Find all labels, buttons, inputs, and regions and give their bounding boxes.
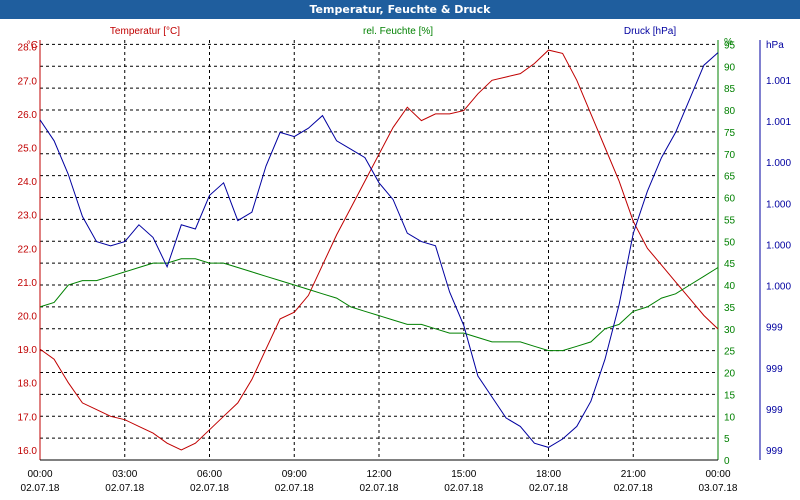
window-title: Temperatur, Feuchte & Druck <box>0 0 800 19</box>
temperature-tick-label: 20.0 <box>18 312 38 323</box>
humidity-tick-label: 70 <box>724 150 736 161</box>
series-line-humidity <box>39 258 719 352</box>
humidity-tick-label: 85 <box>724 84 736 95</box>
humidity-tick-label: 75 <box>724 128 736 139</box>
humidity-tick-label: 30 <box>724 325 736 336</box>
humidity-tick-label: 90 <box>724 62 736 73</box>
x-tick-date-label: 02.07.18 <box>105 483 144 494</box>
temperature-tick-label: 24.0 <box>18 177 38 188</box>
humidity-tick-label: 40 <box>724 281 736 292</box>
x-tick-date-label: 02.07.18 <box>275 483 314 494</box>
humidity-tick-label: 5 <box>724 434 730 445</box>
temperature-tick-label: 28.0 <box>18 43 38 54</box>
series-line-temperature <box>39 49 719 451</box>
temperature-tick-label: 18.0 <box>18 379 38 390</box>
temperature-tick-label: 23.0 <box>18 211 38 222</box>
humidity-tick-label: 65 <box>724 172 736 183</box>
temperature-tick-label: 16.0 <box>18 446 38 457</box>
x-tick-time-label: 00:00 <box>27 469 52 480</box>
x-tick-date-label: 02.07.18 <box>190 483 229 494</box>
humidity-tick-label: 0 <box>724 456 730 467</box>
x-tick-date-label: 02.07.18 <box>444 483 483 494</box>
pressure-tick-label: 999 <box>766 364 783 375</box>
series-line-pressure <box>39 52 719 448</box>
pressure-tick-label: 1.000 <box>766 158 791 169</box>
x-tick-time-label: 00:00 <box>705 469 730 480</box>
x-tick-time-label: 12:00 <box>366 469 391 480</box>
humidity-tick-label: 35 <box>724 303 736 314</box>
x-tick-date-label: 03.07.18 <box>699 483 738 494</box>
x-tick-time-label: 06:00 <box>197 469 222 480</box>
humidity-tick-label: 20 <box>724 369 736 380</box>
pressure-tick-label: 1.001 <box>766 76 791 87</box>
pressure-tick-label: 1.001 <box>766 117 791 128</box>
humidity-axis-title: rel. Feuchte [%] <box>363 26 433 37</box>
grid <box>39 40 719 460</box>
temperature-tick-label: 22.0 <box>18 244 38 255</box>
pressure-tick-label: 1.000 <box>766 199 791 210</box>
temperature-axis-title: Temperatur [°C] <box>110 26 180 37</box>
temperature-tick-label: 19.0 <box>18 345 38 356</box>
pressure-tick-label: hPa <box>766 40 784 51</box>
temperature-tick-label: 26.0 <box>18 110 38 121</box>
pressure-tick-label: 999 <box>766 405 783 416</box>
pressure-tick-label: 1.000 <box>766 282 791 293</box>
temperature-tick-label: 27.0 <box>18 76 38 87</box>
humidity-tick-label: 60 <box>724 194 736 205</box>
humidity-tick-label: 45 <box>724 259 736 270</box>
pressure-tick-label: 999 <box>766 446 783 457</box>
pressure-tick-label: 999 <box>766 323 783 334</box>
humidity-tick-label: 50 <box>724 237 736 248</box>
x-tick-date-label: 02.07.18 <box>360 483 399 494</box>
x-tick-time-label: 09:00 <box>282 469 307 480</box>
x-tick-date-label: 02.07.18 <box>529 483 568 494</box>
temperature-tick-label: 21.0 <box>18 278 38 289</box>
pressure-axis-title: Druck [hPa] <box>624 26 676 37</box>
humidity-tick-label: 80 <box>724 106 736 117</box>
temperature-tick-label: 25.0 <box>18 144 38 155</box>
humidity-tick-label: 25 <box>724 347 736 358</box>
x-tick-time-label: 21:00 <box>621 469 646 480</box>
x-tick-date-label: 02.07.18 <box>21 483 60 494</box>
x-tick-time-label: 15:00 <box>451 469 476 480</box>
pressure-tick-label: 1.000 <box>766 240 791 251</box>
temperature-unit-label: °C <box>27 40 38 51</box>
x-tick-date-label: 02.07.18 <box>614 483 653 494</box>
temperature-tick-label: 17.0 <box>18 412 38 423</box>
x-tick-time-label: 03:00 <box>112 469 137 480</box>
x-tick-time-label: 18:00 <box>536 469 561 480</box>
humidity-tick-label: 10 <box>724 412 736 423</box>
humidity-tick-label: 55 <box>724 215 736 226</box>
humidity-tick-label: 95 <box>724 40 736 51</box>
humidity-tick-label: % <box>724 37 733 48</box>
humidity-tick-label: 15 <box>724 390 736 401</box>
